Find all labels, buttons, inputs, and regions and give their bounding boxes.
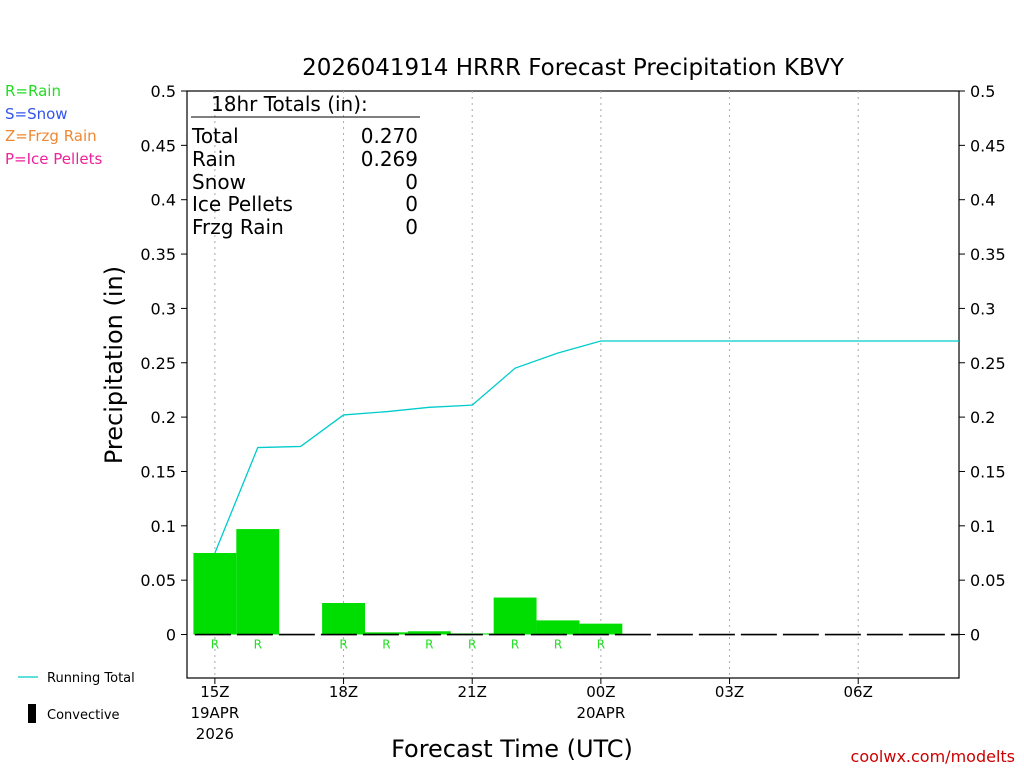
legend-convective: Convective <box>47 708 120 723</box>
legend-snow: S=Snow <box>5 105 68 123</box>
y-tick-label: 0.1 <box>970 517 995 536</box>
rain-bar <box>322 602 365 635</box>
ptype-letter: R <box>597 638 605 652</box>
ptype-letter: R <box>511 638 519 652</box>
y-tick-label: 0.45 <box>970 136 1006 155</box>
x-axis: 15Z 19APR 2026 18Z 21Z 00Z 20APR 03Z 06Z <box>190 678 873 743</box>
y-tick-label: 0.45 <box>140 136 176 155</box>
site-credit: coolwx.com/modelts <box>851 747 1015 766</box>
y-axis-right: 0 0.05 0.1 0.15 0.2 0.25 0.3 0.35 0.4 0.45 0.5 <box>959 82 1006 645</box>
rain-bar <box>493 597 537 635</box>
legend-rain: R=Rain <box>5 82 61 100</box>
y-tick-label: 0 <box>970 626 980 645</box>
y-tick-label: 0.3 <box>151 299 176 318</box>
ptype-letter: R <box>339 638 347 652</box>
rain-bars <box>193 529 623 635</box>
y-tick-label: 0.1 <box>151 517 176 536</box>
y-tick-label: 0.2 <box>151 408 176 427</box>
ptype-letter: R <box>382 638 390 652</box>
y-tick-label: 0.05 <box>140 571 176 590</box>
totals-label: Rain <box>192 147 236 171</box>
y-tick-label: 0.3 <box>970 299 995 318</box>
x-tick-label: 15Z <box>200 683 229 701</box>
y-tick-label: 0 <box>166 626 176 645</box>
plot-frame <box>186 90 960 679</box>
y-tick-label: 0.35 <box>970 245 1006 264</box>
ptype-letter: R <box>468 638 476 652</box>
rain-bar <box>193 552 237 635</box>
legend-running-total: Running Total <box>47 671 135 686</box>
rain-bar <box>407 631 451 635</box>
totals-label: Frzg Rain <box>192 215 284 239</box>
ptype-letter: R <box>425 638 433 652</box>
y-tick-label: 0.25 <box>970 354 1006 373</box>
totals-box: 18hr Totals (in): Total 0.270 Rain 0.269… <box>191 92 420 239</box>
convective-swatch <box>28 704 36 723</box>
y-tick-label: 0.2 <box>970 408 995 427</box>
x-tick-label: 21Z <box>458 683 487 701</box>
x-tick-label: 03Z <box>715 683 744 701</box>
chart-title: 2026041914 HRRR Forecast Precipitation K… <box>302 55 845 81</box>
x-tick-date: 19APR <box>190 704 239 722</box>
y-tick-label: 0.25 <box>140 354 176 373</box>
y-tick-label: 0.05 <box>970 571 1006 590</box>
legend-frzg-rain: Z=Frzg Rain <box>5 127 97 145</box>
totals-value: 0 <box>405 192 418 216</box>
totals-header: 18hr Totals (in): <box>211 92 368 116</box>
rain-bar <box>536 620 580 635</box>
x-tick-date: 20APR <box>576 704 625 722</box>
line-legend: Running Total Convective <box>18 671 135 723</box>
totals-value: 0.270 <box>361 124 418 148</box>
totals-label: Total <box>191 124 239 148</box>
y-tick-label: 0.15 <box>140 462 176 481</box>
y-axis-left: 0 0.05 0.1 0.15 0.2 0.25 0.3 0.35 0.4 0.45 0.5 <box>140 82 187 645</box>
y-tick-label: 0.35 <box>140 245 176 264</box>
y-tick-label: 0.4 <box>151 191 176 210</box>
y-axis-label: Precipitation (in) <box>100 266 128 464</box>
totals-value: 0 <box>405 215 418 239</box>
legend-ice-pellets: P=Ice Pellets <box>5 150 102 168</box>
ptype-letter: R <box>554 638 562 652</box>
totals-label: Snow <box>192 170 246 194</box>
running-total-polyline <box>214 340 959 554</box>
ptype-letter: R <box>254 638 262 652</box>
totals-label: Ice Pellets <box>192 192 293 216</box>
ptype-letter: R <box>211 638 219 652</box>
rain-bar <box>579 623 623 635</box>
rain-bar <box>236 529 280 635</box>
y-tick-label: 0.15 <box>970 462 1006 481</box>
y-tick-label: 0.5 <box>970 82 995 101</box>
totals-value: 0.269 <box>361 147 418 171</box>
y-tick-label: 0.4 <box>970 191 995 210</box>
totals-value: 0 <box>405 170 418 194</box>
rain-bar <box>364 632 408 635</box>
y-tick-label: 0.5 <box>151 82 176 101</box>
running-total-line <box>214 340 959 554</box>
x-tick-label: 06Z <box>844 683 873 701</box>
x-axis-label: Forecast Time (UTC) <box>391 735 633 763</box>
x-tick-label: 18Z <box>329 683 358 701</box>
ptype-legend: R=Rain S=Snow Z=Frzg Rain P=Ice Pellets <box>5 82 102 168</box>
x-tick-year: 2026 <box>196 725 234 743</box>
x-tick-label: 00Z <box>586 683 615 701</box>
vertical-gridlines <box>214 91 859 678</box>
